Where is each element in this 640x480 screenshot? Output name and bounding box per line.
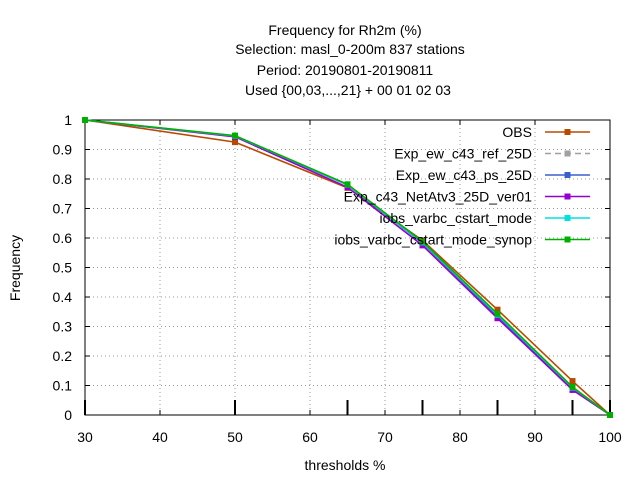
title-line-1: Frequency for Rh2m (%) [268,22,421,38]
y-tick-label: 0.9 [53,142,73,158]
data-point [569,378,576,385]
y-tick-label: 0 [64,407,72,423]
y-tick-label: 0.6 [53,230,73,246]
legend-swatch-marker [564,150,571,157]
x-tick-label: 40 [152,429,168,445]
y-tick-label: 0.7 [53,201,73,217]
legend-swatch-marker [564,215,571,221]
series-line [84,119,611,416]
y-tick-label: 0.5 [53,260,73,276]
x-tick-label: 70 [377,429,393,445]
series-line [84,119,611,416]
y-tick-label: 1 [64,112,72,128]
data-point [232,132,238,139]
x-tick-label: 60 [302,429,318,445]
chart-title: Frequency for Rh2m (%) Selection: masl_0… [235,22,465,98]
data-point [344,181,351,188]
legend-label: iobs_varbc_cstart_mode_synop [334,232,532,248]
series-line [84,119,611,416]
x-axis-ticks: 30 40 50 60 70 80 90 100 [77,120,622,445]
legend-swatch-marker [564,172,571,178]
data-point [494,315,501,322]
plot-frame [84,119,611,416]
x-tick-label: 100 [598,429,622,445]
title-line-2: Selection: masl_0-200m 837 stations [235,41,465,57]
legend-label: OBS [502,124,532,140]
y-axis-ticks: 0 0.1 0.2 0.3 0.4 0.5 0.6 0.7 0.8 0.9 1 [53,112,610,423]
x-axis-label: thresholds % [305,457,386,473]
legend-swatch-marker [564,129,571,135]
data-point [82,117,88,123]
y-tick-label: 0.8 [53,171,73,187]
series-line [84,119,611,416]
legend-label: Exp_ew_c43_ps_25D [396,167,532,183]
threshold-marks [84,400,611,415]
legend-swatch-marker [564,236,571,243]
x-tick-label: 80 [452,429,468,445]
x-tick-label: 50 [227,429,243,445]
data-point [232,139,238,146]
series-line [84,119,611,416]
data-point [607,412,613,418]
y-tick-label: 0.4 [53,289,73,305]
y-tick-label: 0.3 [53,319,73,335]
y-axis-label: Frequency [7,235,23,301]
legend-label: Exp_ew_c43_ref_25D [394,146,532,162]
data-point [494,310,501,317]
legend-label: Exp_c43_NetAtv3_25D_ver01 [344,189,533,205]
legend-label: iobs_varbc_cstart_mode [379,210,532,226]
title-line-3: Period: 20190801-20190811 [257,62,434,78]
legend: OBS Exp_ew_c43_ref_25D Exp_ew_c43_ps_25D Ex… [334,124,590,248]
x-tick-label: 90 [527,429,543,445]
series [82,117,613,418]
data-point [569,383,576,390]
data-point [419,238,426,245]
y-tick-label: 0.1 [53,378,73,394]
title-line-4: Used {00,03,...,21} + 00 01 02 03 [245,82,451,98]
data-point [494,306,501,313]
x-tick-label: 30 [77,429,93,445]
grid [85,120,610,415]
legend-swatch-marker [564,193,571,200]
y-tick-label: 0.2 [53,348,73,364]
series-line [84,119,611,416]
